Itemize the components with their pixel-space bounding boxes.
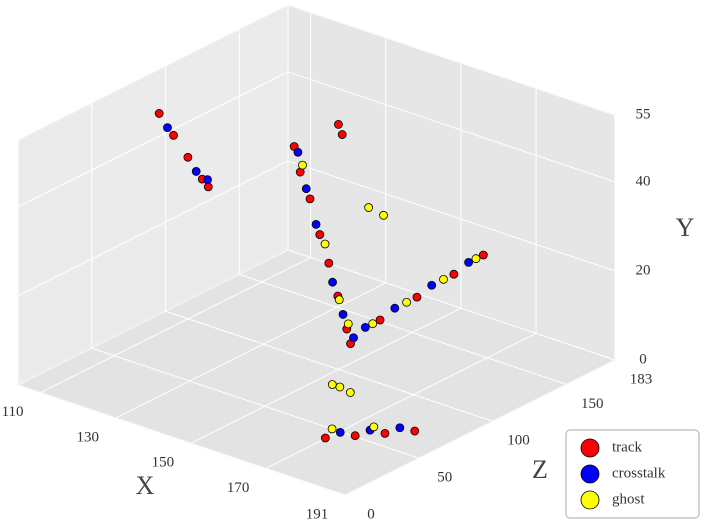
point [183, 152, 193, 162]
point [478, 250, 488, 260]
grid-line [265, 333, 537, 469]
point [412, 292, 422, 302]
point [335, 382, 345, 392]
x-tick-label: 150 [152, 455, 175, 471]
grid-line [287, 160, 616, 272]
grid-line [91, 347, 419, 459]
point [305, 194, 315, 204]
point [203, 182, 213, 192]
point [334, 119, 343, 129]
legend-marker [580, 490, 600, 510]
z-tick-label: 100 [507, 433, 530, 449]
point [402, 297, 412, 307]
legend-label: crosstalk [612, 465, 666, 481]
point [464, 257, 473, 267]
point [328, 277, 337, 287]
legend-label: ghost [612, 491, 645, 507]
point [293, 147, 303, 157]
z-tick-label: 50 [437, 470, 452, 486]
point [410, 426, 420, 436]
point [439, 274, 448, 284]
point [324, 258, 334, 268]
point [338, 310, 348, 319]
point [191, 167, 201, 176]
point [343, 319, 353, 329]
x-tick-label: 170 [227, 480, 250, 496]
grid-line [115, 282, 386, 419]
x-axis-label: X [136, 471, 155, 500]
point [390, 303, 400, 313]
x-tick-label: 191 [306, 506, 329, 522]
y-tick-label: 55 [636, 106, 651, 122]
point [203, 175, 212, 185]
y-axis-label: Y [676, 213, 695, 242]
legend-frame [565, 429, 700, 519]
point [169, 130, 178, 140]
point [298, 160, 307, 170]
grid-line [190, 307, 462, 444]
point [154, 109, 164, 118]
y-tick-label: 40 [636, 173, 651, 189]
point [449, 269, 459, 279]
point [369, 422, 379, 432]
legend: track crosstalk ghost [565, 429, 700, 519]
x-tick-label: 110 [2, 404, 24, 420]
legend-marker [580, 464, 600, 484]
point [471, 254, 481, 264]
point [163, 123, 172, 133]
point [337, 130, 347, 139]
grid-line [287, 71, 616, 183]
z-tick-label: 150 [581, 396, 604, 412]
z-tick-label: 183 [630, 371, 653, 387]
point [320, 433, 330, 443]
z-tick-label: 0 [367, 506, 375, 522]
point [335, 427, 345, 437]
grid-line [344, 359, 616, 496]
point [334, 295, 344, 305]
labels: 110 130 150 170 191 0 50 100 150 183 0 20 40 55 [2, 106, 653, 522]
point [375, 315, 385, 325]
y-tick-label: 20 [636, 262, 651, 278]
grid [17, 4, 616, 496]
y-tick-label: 0 [639, 351, 647, 367]
point [320, 239, 330, 249]
legend-marker [580, 438, 600, 458]
grid-line [17, 160, 289, 297]
point [345, 388, 355, 397]
point [379, 210, 388, 220]
point [364, 203, 374, 212]
grid-line [17, 4, 289, 141]
panes [16, 4, 617, 496]
grid-line [287, 249, 616, 361]
point [327, 424, 337, 434]
point [380, 428, 390, 438]
point [349, 333, 358, 343]
point [311, 220, 321, 229]
legend-label: track [612, 439, 642, 455]
point [368, 319, 378, 329]
grid-line [17, 249, 289, 386]
grid-line [287, 4, 616, 116]
point [427, 280, 437, 290]
points [154, 109, 488, 443]
grid-line [40, 257, 311, 394]
point [350, 431, 360, 441]
grid-line [17, 384, 346, 496]
point [327, 380, 337, 389]
point [395, 423, 405, 433]
z-axis-label: Z [532, 455, 548, 484]
x-tick-label: 130 [76, 429, 99, 445]
point [301, 184, 311, 194]
grid-line [239, 273, 567, 385]
grid-line [17, 71, 289, 208]
grid-line [165, 310, 493, 422]
point [315, 230, 325, 239]
point [360, 322, 370, 332]
